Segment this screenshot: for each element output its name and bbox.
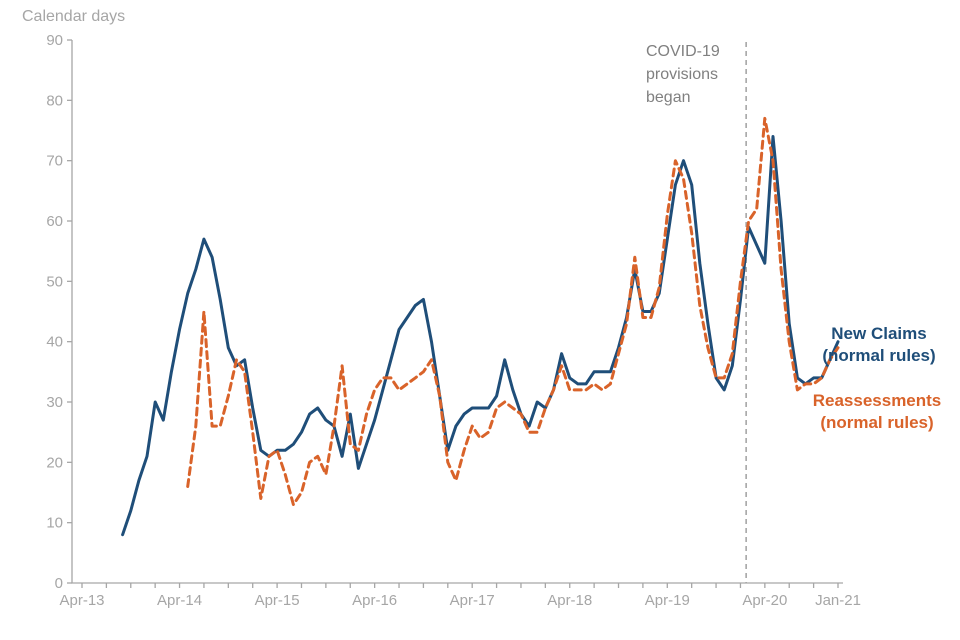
y-axis-title: Calendar days bbox=[22, 8, 126, 25]
x-tick-label: Apr-20 bbox=[742, 592, 787, 609]
x-tick-label: Apr-16 bbox=[352, 592, 397, 609]
covid-annotation: COVID-19 provisions began bbox=[646, 40, 720, 109]
y-tick-label: 70 bbox=[46, 153, 63, 170]
x-tick-label: Apr-17 bbox=[450, 592, 495, 609]
x-tick-label: Apr-15 bbox=[255, 592, 300, 609]
series-label-new-claims-line2: (normal rules) bbox=[822, 346, 936, 365]
x-tick-label: Apr-13 bbox=[59, 592, 104, 609]
y-tick-label: 30 bbox=[46, 394, 63, 411]
series-label-new-claims-line1: New Claims bbox=[831, 324, 927, 343]
x-tick-label: Jan-21 bbox=[815, 592, 861, 609]
y-tick-label: 90 bbox=[46, 32, 63, 49]
y-tick-label: 80 bbox=[46, 92, 63, 109]
series-label-reassessments: Reassessments (normal rules) bbox=[782, 390, 960, 434]
series-label-new-claims: New Claims (normal rules) bbox=[790, 323, 960, 367]
y-tick-label: 40 bbox=[46, 334, 63, 351]
y-tick-label: 60 bbox=[46, 213, 63, 230]
series-line-reassessments bbox=[186, 116, 840, 507]
series-line-new-claims bbox=[121, 135, 840, 537]
y-tick-label: 20 bbox=[46, 454, 63, 471]
covid-annotation-line2: provisions bbox=[646, 66, 719, 83]
covid-annotation-line3: began bbox=[646, 89, 691, 106]
x-tick-label: Apr-14 bbox=[157, 592, 202, 609]
axes-lines bbox=[71, 40, 843, 584]
y-tick-label: 10 bbox=[46, 515, 63, 532]
series-label-reassessments-line2: (normal rules) bbox=[820, 413, 934, 432]
x-tick-label: Apr-18 bbox=[547, 592, 592, 609]
y-tick-label: 50 bbox=[46, 273, 63, 290]
covid-annotation-line1: COVID-19 bbox=[646, 43, 720, 60]
y-tick-label: 0 bbox=[55, 575, 63, 592]
series-label-reassessments-line1: Reassessments bbox=[812, 391, 942, 410]
x-tick-label: Apr-19 bbox=[645, 592, 690, 609]
